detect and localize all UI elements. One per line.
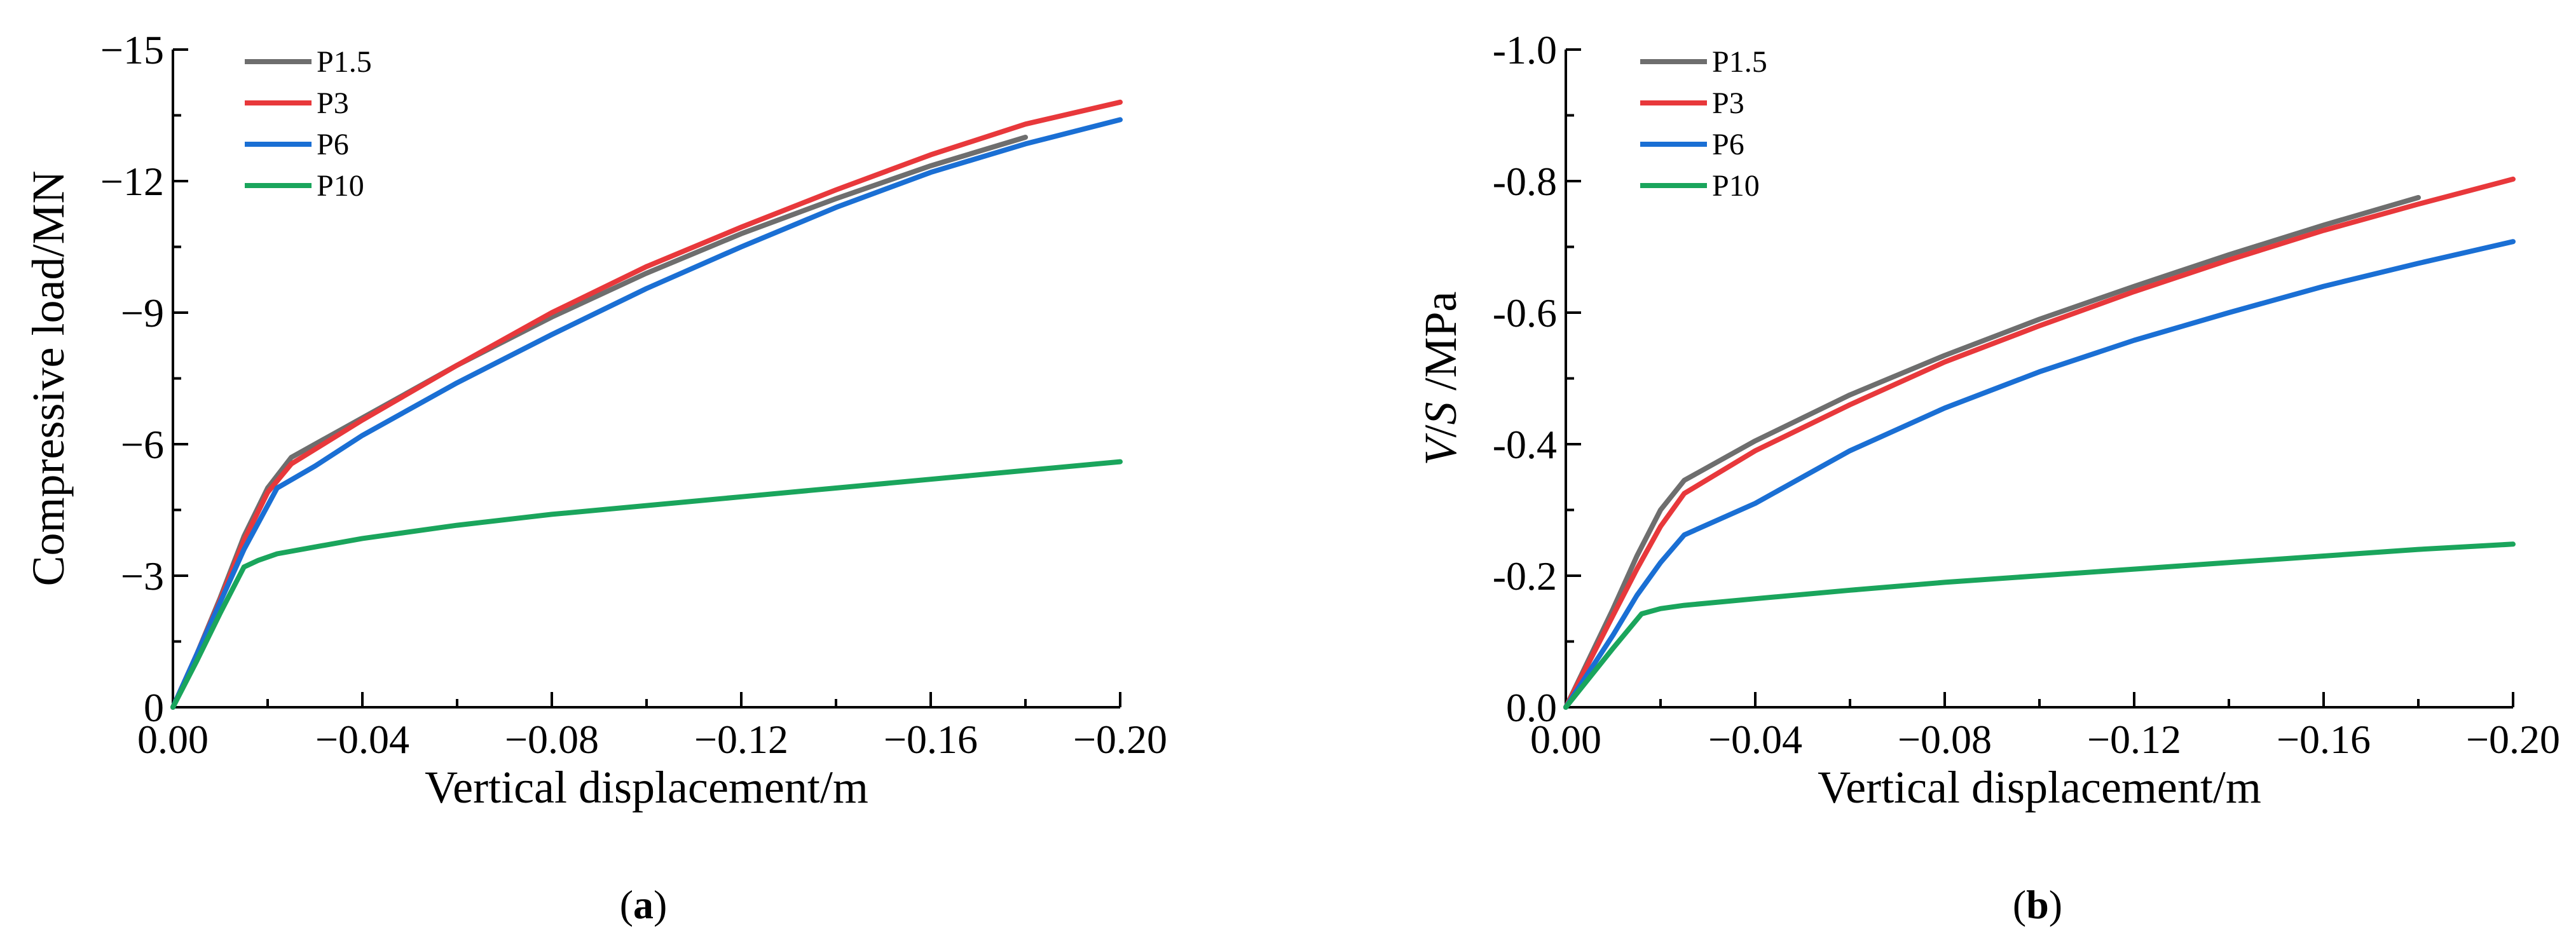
y-tick-label: -0.8 [1493, 159, 1557, 204]
x-tick-label: 0.00 [137, 717, 209, 762]
x-tick-label: −0.16 [884, 717, 978, 762]
series-line-p10 [170, 459, 1123, 710]
y-tick-label: 0 [144, 685, 164, 730]
x-tick-label: −0.12 [694, 717, 788, 762]
y-axis-title-var: V [1415, 433, 1466, 466]
series-line-p3 [1563, 176, 2516, 710]
legend-label: P3 [317, 86, 349, 120]
legend-label: P6 [317, 128, 349, 161]
series-line-p10 [1563, 541, 2516, 710]
series-line-p6 [1563, 239, 2516, 710]
y-axis-title: V/S /MPa [1415, 291, 1466, 465]
legend-label: P1.5 [1712, 45, 1767, 79]
panel-b-chart: 0.00 −0.04 −0.08 −0.12 −0.16 −0.20 0.0 -0.2 -0.4… [1415, 27, 2560, 927]
y-tick-label: 0.0 [1506, 685, 1557, 730]
legend-label: P6 [1712, 128, 1744, 161]
panel-label-paren: ( [620, 882, 633, 927]
y-tick-label: −15 [100, 27, 164, 72]
x-tick-label: −0.04 [1708, 717, 1802, 762]
y-tick-label: -0.4 [1493, 422, 1557, 467]
y-axis-title-unit: /MPa [1415, 291, 1466, 402]
panel-label-paren: ) [2049, 882, 2062, 927]
series-line-p1-5 [170, 135, 1028, 710]
y-tick-label: −3 [121, 553, 164, 599]
x-tick-label: −0.20 [1073, 717, 1167, 762]
x-axis-title: Vertical displacement/m [425, 762, 868, 813]
x-tick-label: −0.08 [505, 717, 599, 762]
x-tick-label: −0.16 [2277, 717, 2371, 762]
y-tick-label: −12 [100, 159, 164, 204]
legend-label: P1.5 [317, 45, 372, 79]
x-tick-label: −0.04 [315, 717, 409, 762]
y-tick-label: -0.2 [1493, 553, 1557, 599]
x-tick-label: −0.12 [2087, 717, 2181, 762]
legend-label: P10 [1712, 169, 1760, 203]
series-line-p3 [170, 99, 1123, 710]
panel-label-paren: ( [2013, 882, 2026, 927]
panel-label: (a) [620, 882, 668, 927]
x-tick-label: −0.20 [2466, 717, 2560, 762]
legend-label: P10 [317, 169, 364, 203]
panel-label-letter: b [2026, 882, 2049, 927]
series-line-p6 [170, 117, 1123, 710]
y-axis-title-slash: / [1415, 425, 1466, 438]
y-tick-label: −9 [121, 290, 164, 336]
x-axis-title: Vertical displacement/m [1818, 762, 2261, 813]
panel-label-paren: ) [654, 882, 667, 927]
series-line-p1-5 [1563, 194, 2421, 710]
y-axis-title-var: S [1415, 402, 1466, 425]
y-axis-title: Compressive load/MN [23, 171, 74, 587]
y-tick-label: -1.0 [1493, 27, 1557, 72]
panel-label-letter: a [633, 882, 654, 927]
x-tick-label: −0.08 [1898, 717, 1992, 762]
panel-a-chart: 0.00 −0.04 −0.08 −0.12 −0.16 −0.20 0 −3 −6 −9 −12 −… [23, 27, 1167, 927]
x-tick-label: 0.00 [1530, 717, 1601, 762]
panel-label: (b) [2013, 882, 2062, 927]
y-tick-label: -0.6 [1493, 290, 1557, 336]
legend-label: P3 [1712, 86, 1744, 120]
y-tick-label: −6 [121, 422, 164, 467]
